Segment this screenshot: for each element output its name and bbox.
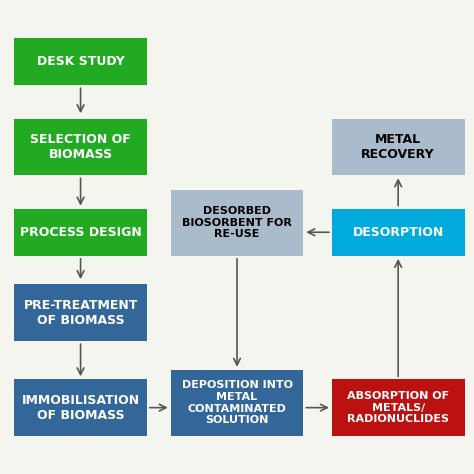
Text: DESORBED
BIOSORBENT FOR
RE-USE: DESORBED BIOSORBENT FOR RE-USE — [182, 206, 292, 239]
FancyBboxPatch shape — [171, 370, 303, 436]
FancyBboxPatch shape — [14, 284, 147, 341]
Text: DESK STUDY: DESK STUDY — [36, 55, 125, 68]
FancyBboxPatch shape — [332, 209, 465, 256]
FancyBboxPatch shape — [14, 209, 147, 256]
Text: METAL
RECOVERY: METAL RECOVERY — [361, 133, 435, 161]
Text: SELECTION OF
BIOMASS: SELECTION OF BIOMASS — [30, 133, 131, 161]
FancyBboxPatch shape — [332, 379, 465, 436]
FancyBboxPatch shape — [171, 190, 303, 256]
Text: PRE-TREATMENT
OF BIOMASS: PRE-TREATMENT OF BIOMASS — [23, 299, 138, 327]
FancyBboxPatch shape — [14, 379, 147, 436]
FancyBboxPatch shape — [14, 38, 147, 85]
Text: ABSORPTION OF
METALS/
RADIONUCLIDES: ABSORPTION OF METALS/ RADIONUCLIDES — [347, 391, 449, 424]
Text: DESORPTION: DESORPTION — [353, 226, 444, 239]
Text: PROCESS DESIGN: PROCESS DESIGN — [20, 226, 141, 239]
Text: IMMOBILISATION
OF BIOMASS: IMMOBILISATION OF BIOMASS — [21, 393, 140, 422]
FancyBboxPatch shape — [332, 118, 465, 175]
Text: DEPOSITION INTO
METAL
CONTAMINATED
SOLUTION: DEPOSITION INTO METAL CONTAMINATED SOLUT… — [182, 381, 292, 425]
FancyBboxPatch shape — [14, 118, 147, 175]
